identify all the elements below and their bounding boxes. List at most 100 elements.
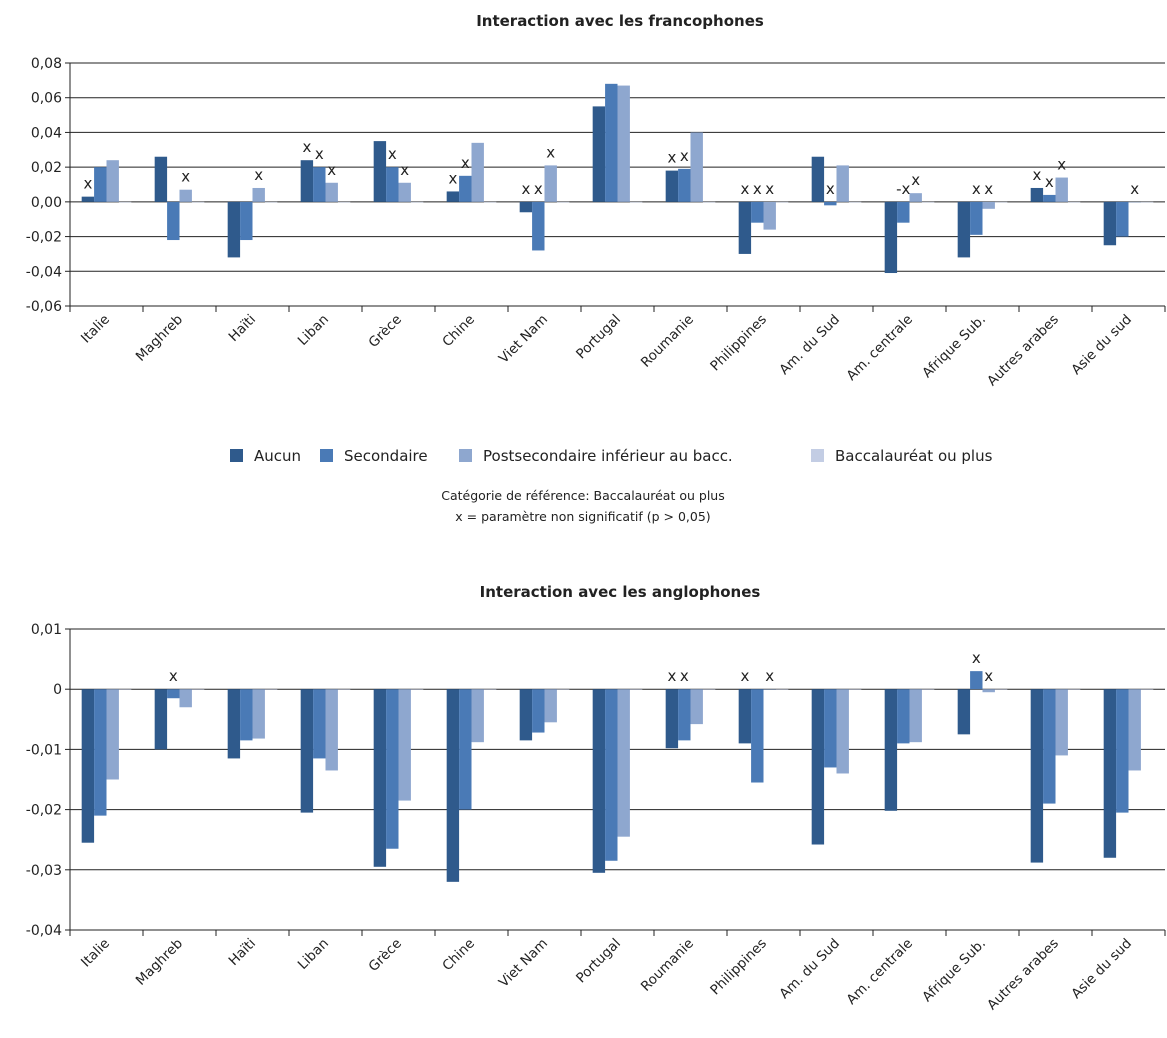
- chart-2-x-tick-label-maghreb: Maghreb: [133, 936, 186, 989]
- chart-1-annotation: x: [667, 149, 676, 167]
- chart-1-bar-roumanie-aucun: [665, 170, 679, 202]
- chart-2-bar-viet-nam-aucun: [519, 689, 533, 741]
- chart-1-bar-autres-arabes-aucun: [1030, 187, 1044, 202]
- chart-1-bar-grece-secondaire: [386, 167, 399, 202]
- chart-1-annotation: x: [984, 180, 993, 198]
- chart-1-bar-haiti-aucun: [227, 201, 241, 258]
- chart-1-bar-portugal-secondaire: [605, 83, 618, 202]
- chart-1-bar-liban-secondaire: [313, 167, 326, 202]
- chart-2-bar-am-centrale-secondaire: [897, 689, 910, 744]
- chart-1-bar-am-centrale-secondaire: [897, 201, 910, 223]
- chart-1-annotation: x: [740, 180, 749, 198]
- chart-1-bar-haiti-secondaire: [240, 201, 253, 241]
- chart-1-bar-italie-secondaire: [94, 167, 107, 202]
- chart-2-bar-am-centrale-baccalaureat-ou-plus: [921, 689, 935, 690]
- chart-2-bar-chine-secondaire: [459, 689, 472, 810]
- chart-1-x-tick-label-haiti: Haïti: [226, 312, 259, 345]
- significance-note: x = paramètre non significatif (p > 0,05…: [455, 509, 710, 524]
- chart-2-annotation: x: [765, 667, 774, 685]
- chart-1-bar-roumanie-secondaire: [678, 168, 691, 202]
- legend-label-secondaire: Secondaire: [344, 447, 428, 465]
- chart-1-bar-chine-baccalaureat-ou-plus: [483, 201, 497, 203]
- chart-2-bar-grece-baccalaureat-ou-plus: [410, 689, 424, 690]
- chart-1-bar-viet-nam-baccalaureat-ou-plus: [556, 201, 570, 203]
- chart-2-annotation: x: [972, 649, 981, 667]
- chart-2-bar-grece-aucun: [373, 689, 387, 867]
- chart-1-y-tick-label: 0,00: [31, 195, 62, 211]
- chart-1-annotation: x: [448, 169, 457, 187]
- chart-1-bar-philippines-baccalaureat-ou-plus: [775, 201, 789, 203]
- chart-1-x-tick-label-viet-nam: Viet Nam: [496, 312, 551, 367]
- chart-1-bar-afrique-sub-aucun: [957, 201, 971, 258]
- chart-1-y-tick-label: 0,08: [31, 56, 62, 72]
- chart-2-bar-asie-du-sud-aucun: [1103, 689, 1117, 858]
- chart-2-bar-asie-du-sud-postsecondaire-inferieur-au-bacc: [1128, 689, 1141, 771]
- chart-1-bar-autres-arabes-secondaire: [1043, 194, 1056, 202]
- chart-1-annotation: x: [302, 138, 311, 156]
- chart-1-bar-am-du-sud-baccalaureat-ou-plus: [848, 201, 862, 203]
- chart-1-bar-autres-arabes-postsecondaire-inferieur-au-bacc: [1055, 177, 1068, 202]
- chart-1-bar-am-du-sud-secondaire: [824, 201, 837, 206]
- chart-2-bar-viet-nam-secondaire: [532, 689, 545, 733]
- chart-1-x-tick-label-am-du-sud: Am. du Sud: [776, 312, 843, 379]
- chart-1-bar-viet-nam-postsecondaire-inferieur-au-bacc: [544, 165, 557, 202]
- chart-1-bar-italie-postsecondaire-inferieur-au-bacc: [106, 160, 119, 202]
- reference-category-note: Catégorie de référence: Baccalauréat ou …: [441, 488, 724, 503]
- chart-1-bar-italie-baccalaureat-ou-plus: [118, 201, 132, 203]
- chart-2-bar-autres-arabes-secondaire: [1043, 689, 1056, 804]
- chart-1-title: Interaction avec les francophones: [476, 12, 764, 30]
- chart-2-bar-grece-secondaire: [386, 689, 399, 849]
- chart-2-y-tick-label: -0,01: [26, 742, 62, 758]
- chart-1-annotation: x: [972, 180, 981, 198]
- chart-2-bar-roumanie-secondaire: [678, 689, 691, 741]
- chart-2-y-tick-label: 0,01: [31, 622, 62, 638]
- chart-2-bar-am-centrale-postsecondaire-inferieur-au-bacc: [909, 689, 922, 743]
- chart-1-bar-liban-postsecondaire-inferieur-au-bacc: [325, 182, 338, 202]
- chart-1-annotation: x: [521, 180, 530, 198]
- chart-2-bar-liban-postsecondaire-inferieur-au-bacc: [325, 689, 338, 771]
- chart-2-bar-liban-secondaire: [313, 689, 326, 759]
- chart-1-bar-portugal-aucun: [592, 106, 606, 202]
- chart-2-y-tick-label: -0,04: [26, 923, 62, 939]
- chart-1-x-tick-label-portugal: Portugal: [573, 312, 624, 363]
- chart-1-bar-autres-arabes-baccalaureat-ou-plus: [1067, 201, 1081, 203]
- chart-2-title: Interaction avec les anglophones: [480, 583, 761, 601]
- chart-1-x-tick-label-philippines: Philippines: [707, 312, 770, 375]
- chart-1-bar-asie-du-sud-secondaire: [1116, 201, 1129, 237]
- chart-2-plot: -0,04 -0,03 -0,02 -0,01 0 0,01 Italie Maghreb Ha…: [26, 622, 1166, 1014]
- chart-1-bar-am-centrale-aucun: [884, 201, 898, 274]
- chart-2-x-tick-label-autres-arabes: Autres arabes: [984, 936, 1062, 1014]
- chart-1-bar-asie-du-sud-aucun: [1103, 201, 1117, 246]
- chart-2-bar-asie-du-sud-secondaire: [1116, 689, 1129, 813]
- chart-2-bar-italie-baccalaureat-ou-plus: [118, 689, 132, 690]
- chart-1-bar-liban-aucun: [300, 160, 314, 202]
- chart-1-y-tick-label: 0,04: [31, 125, 62, 141]
- chart-1-annotation: x: [181, 168, 190, 186]
- chart-1-bar-maghreb-postsecondaire-inferieur-au-bacc: [179, 189, 192, 202]
- chart-2-bar-philippines-baccalaureat-ou-plus: [775, 689, 789, 690]
- chart-1-annotation: -x: [896, 180, 910, 198]
- chart-2-annotation: x: [667, 667, 676, 685]
- chart-1-bar-maghreb-aucun: [154, 156, 168, 202]
- chart-2-bar-autres-arabes-baccalaureat-ou-plus: [1067, 689, 1081, 690]
- chart-1-bar-am-du-sud-aucun: [811, 156, 825, 202]
- chart-1-bar-haiti-postsecondaire-inferieur-au-bacc: [252, 187, 265, 202]
- chart-1-annotation: x: [254, 166, 263, 184]
- chart-1-y-tick-label: -0,04: [26, 264, 62, 280]
- chart-1-annotation: x: [461, 154, 470, 172]
- chart-1-bar-italie-aucun: [81, 196, 95, 202]
- chart-1-bar-roumanie-postsecondaire-inferieur-au-bacc: [690, 132, 703, 202]
- chart-2-bar-maghreb-aucun: [154, 689, 168, 750]
- chart-2-bar-philippines-aucun: [738, 689, 752, 744]
- chart-1-annotation: x: [534, 180, 543, 198]
- chart-1-bar-portugal-baccalaureat-ou-plus: [629, 201, 643, 203]
- chart-1-bar-afrique-sub-secondaire: [970, 201, 983, 235]
- chart-2-x-tick-label-afrique-sub: Afrique Sub.: [919, 936, 989, 1006]
- chart-1-x-tick-label-liban: Liban: [295, 312, 332, 349]
- chart-2-bar-philippines-secondaire: [751, 689, 764, 783]
- chart-2-x-tick-label-liban: Liban: [295, 936, 332, 973]
- chart-2-x-tick-label-am-du-sud: Am. du Sud: [776, 936, 843, 1003]
- chart-1-bar-grece-aucun: [373, 141, 387, 202]
- chart-1-bar-am-centrale-baccalaureat-ou-plus: [921, 201, 935, 203]
- chart-2-bar-portugal-aucun: [592, 689, 606, 873]
